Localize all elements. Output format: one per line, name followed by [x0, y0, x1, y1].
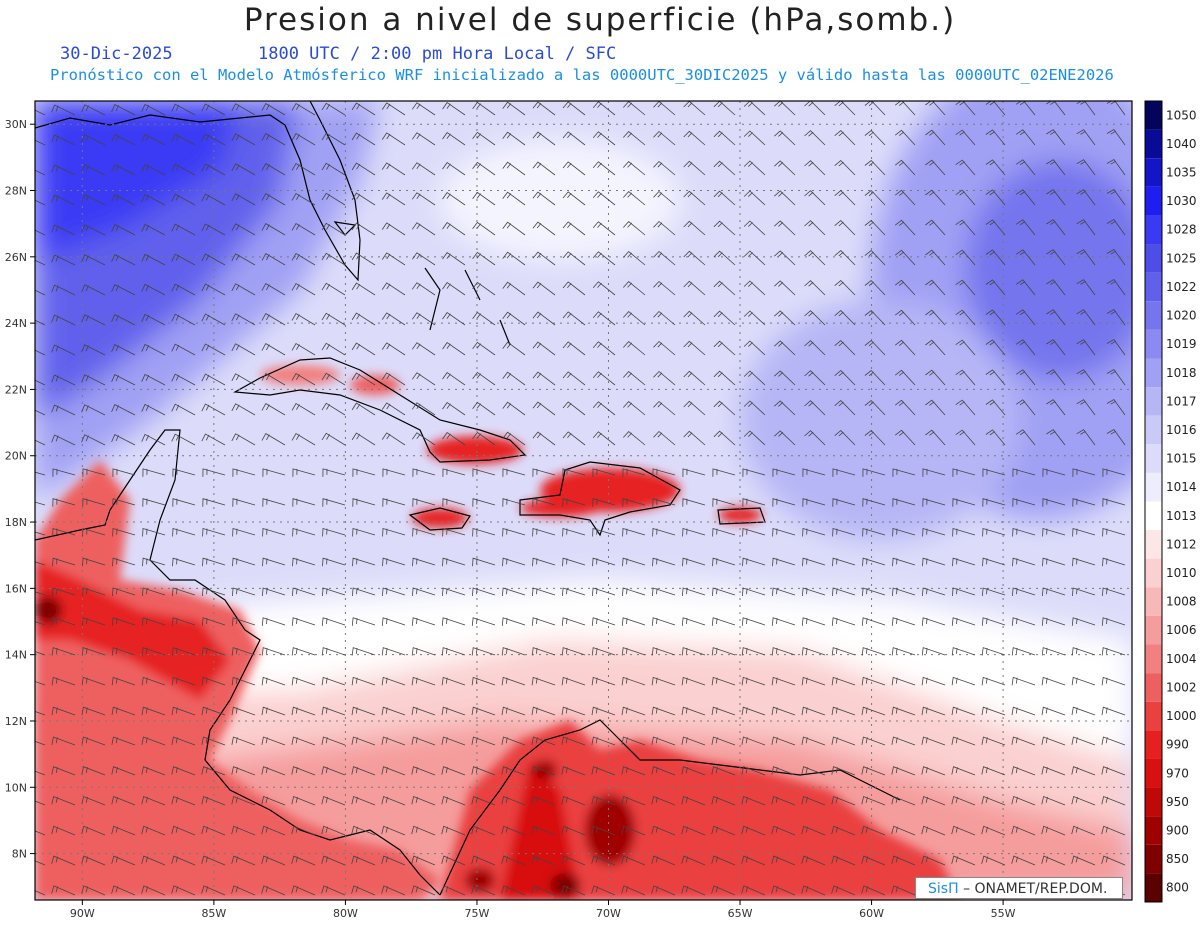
colorbar-label: 900	[1166, 823, 1189, 837]
colorbar-swatch	[1145, 329, 1162, 359]
colorbar-swatch	[1145, 816, 1162, 845]
colorbar-swatch	[1145, 844, 1162, 874]
lat-label: 12N	[5, 715, 27, 728]
forecast-description: Pronóstico con el Modelo Atmósferico WRF…	[50, 66, 1114, 84]
colorbar-swatch	[1145, 301, 1162, 330]
colorbar-swatch	[1145, 472, 1162, 502]
lat-label: 22N	[5, 383, 27, 396]
lon-label: 65W	[728, 907, 753, 920]
colorbar-swatch	[1145, 387, 1162, 416]
credit-badge: SisΠ – ONAMET/REP.DOM.	[915, 877, 1123, 899]
colorbar-swatch	[1145, 558, 1162, 588]
colorbar-swatch	[1145, 530, 1162, 559]
colorbar-label: 1028	[1166, 223, 1197, 237]
lat-lon-grid	[35, 101, 1132, 900]
colorbar-label: 1013	[1166, 509, 1197, 523]
lat-label: 28N	[5, 185, 27, 198]
colorbar-swatch	[1145, 244, 1162, 273]
wind-barbs	[35, 101, 1126, 896]
colorbar-label: 1008	[1166, 595, 1197, 609]
map-frame	[34, 100, 1133, 901]
colorbar-label: 1050	[1166, 108, 1197, 122]
coastlines	[35, 101, 901, 896]
colorbar-swatch	[1145, 444, 1162, 473]
lon-label: 80W	[333, 907, 358, 920]
colorbar-swatch	[1145, 730, 1162, 759]
colorbar-swatch	[1145, 358, 1162, 388]
colorbar-label: 1015	[1166, 452, 1197, 466]
colorbar-label: 1035	[1166, 166, 1197, 180]
colorbar-swatch	[1145, 129, 1162, 159]
pressure-field	[35, 101, 1132, 900]
map-title: Presion a nivel de superficie (hPa,somb.…	[243, 2, 957, 38]
colorbar-label: 1016	[1166, 423, 1197, 437]
colorbar-label: 1014	[1166, 480, 1197, 494]
colorbar-label: 1000	[1166, 709, 1197, 723]
valid-date: 30-Dic-2025	[60, 44, 173, 64]
colorbar-label: 1040	[1166, 137, 1197, 151]
lat-label: 8N	[12, 848, 27, 861]
colorbar-label: 1020	[1166, 309, 1197, 323]
colorbar-label: 1002	[1166, 680, 1197, 694]
colorbar-swatch	[1145, 615, 1162, 645]
colorbar-swatch	[1145, 873, 1162, 902]
sispi-logo: SisΠ	[928, 881, 959, 897]
colorbar-label: 990	[1166, 738, 1189, 752]
colorbar-swatch	[1145, 415, 1162, 445]
colorbar-label: 1030	[1166, 194, 1197, 208]
colorbar-label: 1017	[1166, 394, 1197, 408]
colorbar-label: 950	[1166, 795, 1189, 809]
colorbar-swatch	[1145, 787, 1162, 817]
colorbar-label: 970	[1166, 766, 1189, 780]
colorbar-swatch	[1145, 186, 1162, 216]
colorbar-swatch	[1145, 701, 1162, 731]
lat-label: 18N	[5, 516, 27, 529]
lon-label: 70W	[596, 907, 621, 920]
valid-time: 1800 UTC / 2:00 pm Hora Local / SFC	[258, 44, 617, 64]
colorbar-swatch	[1145, 101, 1162, 130]
colorbar-label: 1018	[1166, 366, 1197, 380]
colorbar-swatch	[1145, 758, 1162, 788]
lon-label: 85W	[201, 907, 226, 920]
colorbar: 1050 1040 1035 1030 1028 1025 1022 1020 1019 1018…	[1144, 100, 1197, 903]
lat-label: 14N	[5, 649, 27, 662]
lat-label: 10N	[5, 781, 27, 794]
credit-org: – ONAMET/REP.DOM.	[963, 881, 1108, 897]
colorbar-label: 1010	[1166, 566, 1197, 580]
colorbar-swatch	[1145, 673, 1162, 702]
colorbar-label: 1022	[1166, 280, 1197, 294]
lon-label: 55W	[991, 907, 1016, 920]
lon-label: 60W	[859, 907, 884, 920]
lat-label: 30N	[5, 118, 27, 131]
colorbar-swatch	[1145, 215, 1162, 245]
colorbar-label: 1025	[1166, 251, 1197, 265]
colorbar-label: 800	[1166, 881, 1189, 895]
lat-label: 24N	[5, 317, 27, 330]
lat-label: 26N	[5, 251, 27, 264]
colorbar-swatch	[1145, 158, 1162, 187]
lon-label: 90W	[70, 907, 95, 920]
colorbar-label: 1004	[1166, 652, 1197, 666]
colorbar-label: 1019	[1166, 337, 1197, 351]
colorbar-label: 850	[1166, 852, 1189, 866]
lat-label: 20N	[5, 450, 27, 463]
colorbar-label: 1012	[1166, 537, 1197, 551]
colorbar-swatch	[1145, 644, 1162, 674]
lat-label: 16N	[5, 582, 27, 595]
longitude-labels: 90W 85W 80W 75W 70W 65W 60W 55W	[70, 900, 1016, 920]
latitude-labels: 30N 28N 26N 24N 22N 20N 18N 16N 14N 12N 10N 8N	[5, 118, 35, 861]
colorbar-swatch	[1145, 501, 1162, 531]
lon-label: 75W	[465, 907, 490, 920]
colorbar-swatch	[1145, 272, 1162, 302]
colorbar-label: 1006	[1166, 623, 1197, 637]
colorbar-swatch	[1145, 587, 1162, 616]
